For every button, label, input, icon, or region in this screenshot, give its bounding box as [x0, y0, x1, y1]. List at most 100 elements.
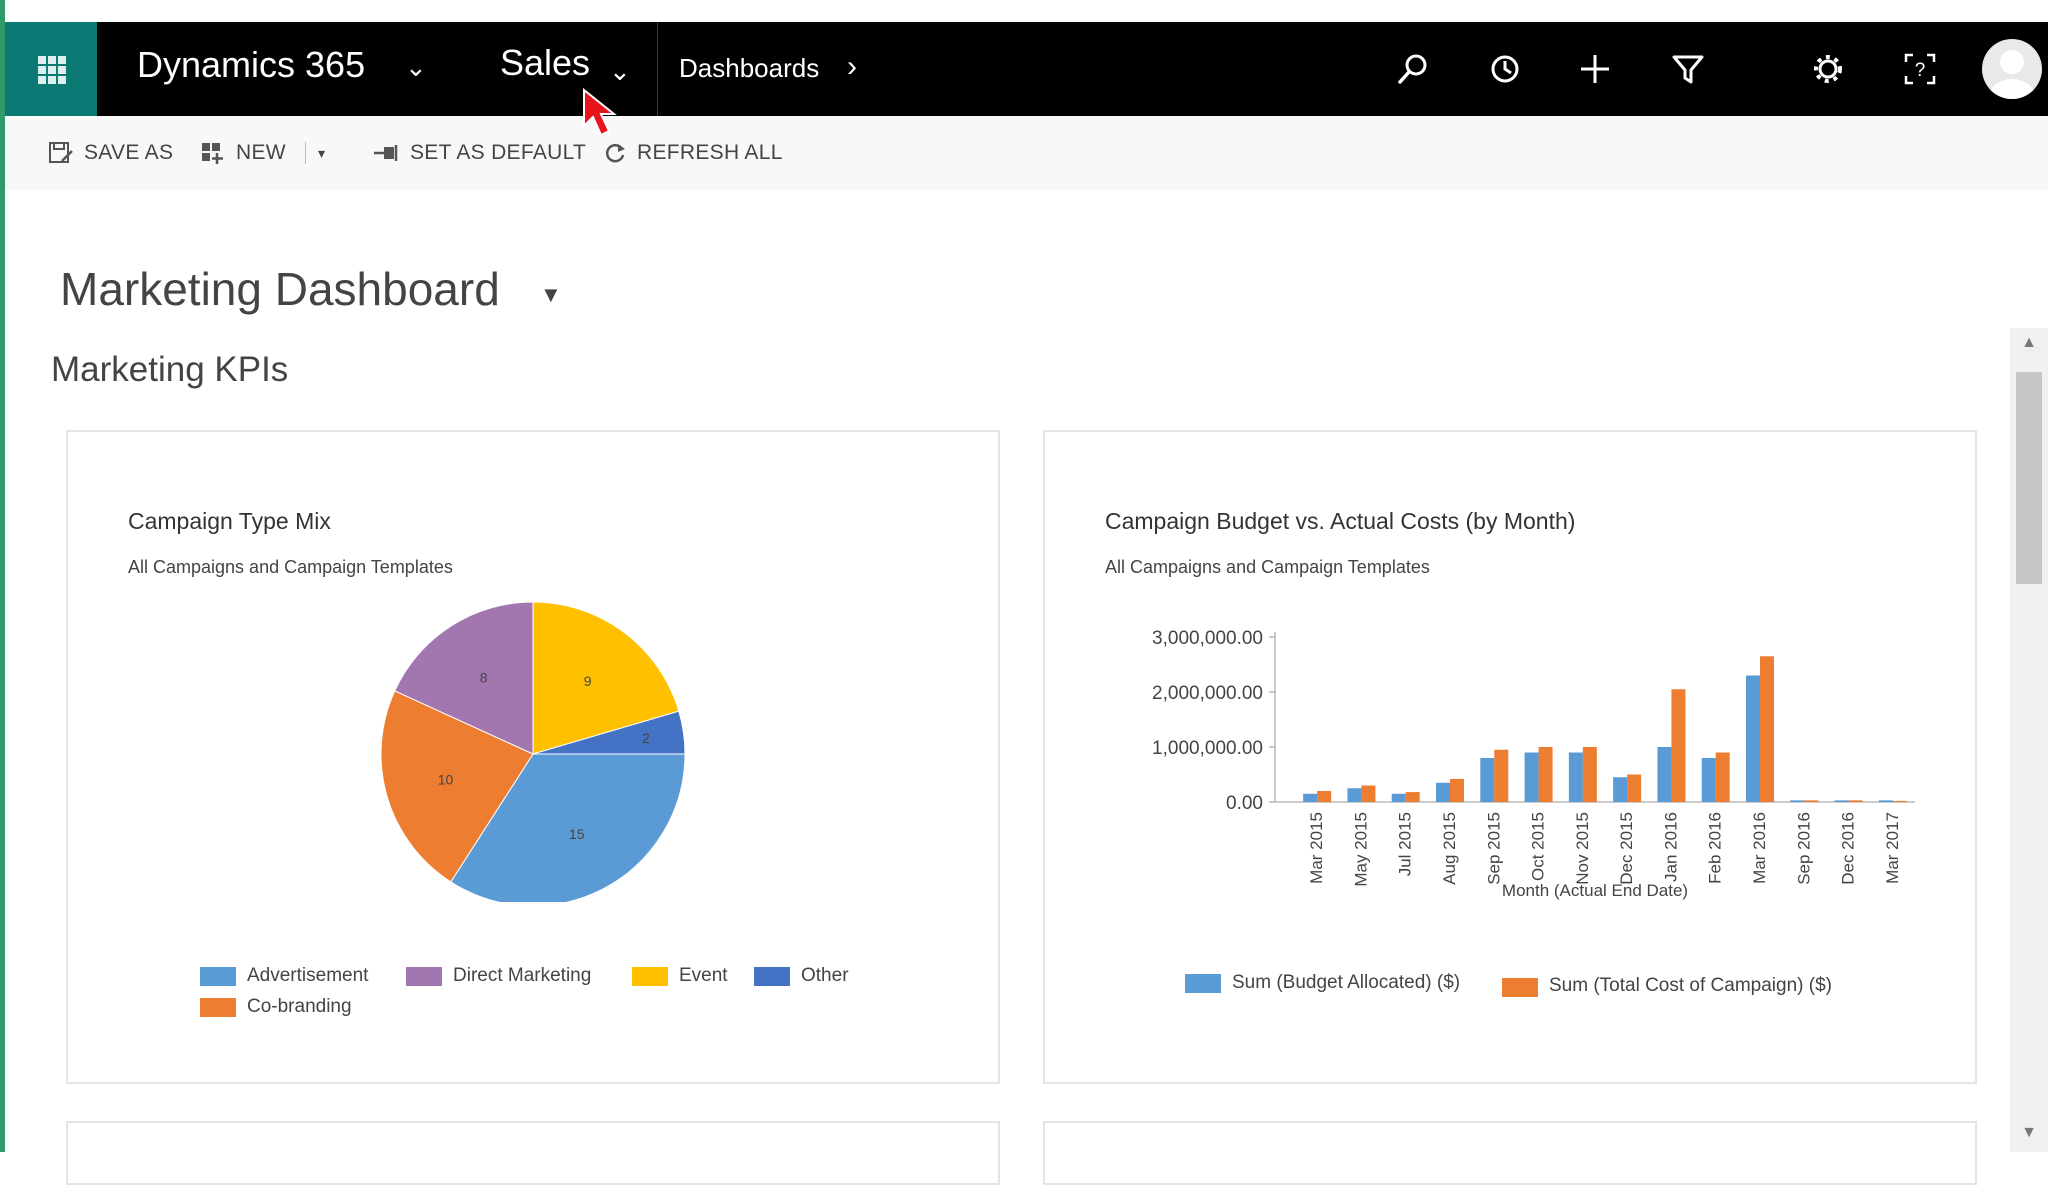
pie-slice-direct-marketing[interactable]: [394, 602, 534, 755]
bar-actual-dec-2015[interactable]: [1627, 774, 1642, 803]
bar-budget-dec-2016[interactable]: [1834, 800, 1849, 802]
bar-budget-jan-2016[interactable]: [1657, 747, 1672, 802]
command-separator: [305, 142, 306, 164]
gear-icon[interactable]: [1805, 46, 1851, 92]
x-tick-label: Aug 2015: [1440, 812, 1459, 885]
bar-actual-mar-2017[interactable]: [1892, 800, 1907, 802]
legend-label: Advertisement: [247, 965, 369, 986]
bar-budget-sep-2015[interactable]: [1480, 758, 1495, 802]
help-icon[interactable]: ?: [1897, 46, 1943, 92]
bar-chart[interactable]: 0.00 1,000,000.00 2,000,000.00 3,000,000.00…: [1045, 602, 1975, 902]
user-avatar[interactable]: [1982, 39, 2042, 99]
vertical-scrollbar[interactable]: ▲ ▼: [2010, 328, 2048, 1152]
bar-actual-sep-2016[interactable]: [1804, 800, 1819, 802]
breadcrumb-dashboards[interactable]: Dashboards: [679, 53, 820, 83]
refresh-all-button[interactable]: REFRESH ALL: [603, 116, 783, 190]
x-tick-label: Feb 2016: [1706, 812, 1725, 884]
app-name[interactable]: Sales: [500, 42, 591, 83]
set-as-default-label: SET AS DEFAULT: [410, 141, 587, 164]
bar-actual-may-2015[interactable]: [1361, 785, 1376, 803]
x-tick-label: Mar 2017: [1883, 812, 1902, 884]
chevron-down-icon[interactable]: ▼: [540, 282, 562, 307]
legend-item-budget[interactable]: Sum (Budget Allocated) ($): [1185, 972, 1460, 994]
plus-icon[interactable]: [1572, 46, 1618, 92]
chevron-down-icon[interactable]: ⌄: [609, 56, 631, 86]
pie-slice-event[interactable]: [532, 602, 680, 755]
bar-budget-oct-2015[interactable]: [1524, 752, 1539, 803]
save-as-icon: [48, 141, 74, 165]
x-tick-label: Mar 2015: [1307, 812, 1326, 884]
y-tick-label: 0.00: [1226, 793, 1263, 814]
bar-budget-jul-2015[interactable]: [1391, 793, 1406, 802]
legend-swatch: [754, 966, 790, 986]
top-nav-bar: Dynamics 365 ⌄ Sales ⌄ Dashboards › ?: [5, 22, 2048, 116]
legend-swatch: [200, 966, 236, 986]
legend-swatch: [1502, 978, 1538, 997]
bar-actual-feb-2016[interactable]: [1715, 752, 1730, 803]
bar-budget-feb-2016[interactable]: [1701, 758, 1716, 802]
pie-slice-co-branding[interactable]: [380, 690, 534, 883]
legend-swatch: [406, 966, 442, 986]
chart-subtitle: All Campaigns and Campaign Templates: [1105, 557, 1430, 577]
legend-item-advertisement[interactable]: Advertisement: [200, 965, 368, 987]
x-tick-label: Mar 2016: [1750, 812, 1769, 884]
bar-actual-sep-2015[interactable]: [1494, 749, 1509, 802]
bar-budget-dec-2015[interactable]: [1613, 777, 1628, 802]
set-as-default-button[interactable]: SET AS DEFAULT: [372, 116, 586, 190]
chevron-right-icon[interactable]: ›: [847, 50, 857, 83]
filter-icon[interactable]: [1665, 46, 1711, 92]
scrollbar-thumb[interactable]: [2016, 372, 2042, 584]
bar-budget-sep-2016[interactable]: [1790, 800, 1805, 802]
chevron-down-icon[interactable]: ⌄: [405, 52, 427, 82]
pie-data-label: 2: [642, 730, 650, 746]
bar-actual-aug-2015[interactable]: [1450, 778, 1464, 802]
dashboard-title[interactable]: Marketing Dashboard: [60, 263, 500, 315]
bar-budget-mar-2016[interactable]: [1746, 675, 1760, 803]
dashboard-panel: [66, 1121, 1000, 1185]
command-bar: SAVE AS NEW ▾ SET AS DEFAULT REFRESH ALL: [5, 116, 2048, 190]
y-tick-label: 2,000,000.00: [1152, 683, 1263, 704]
x-tick-label: Dec 2016: [1839, 812, 1858, 885]
app-launcher-button[interactable]: [5, 22, 97, 116]
search-icon[interactable]: [1390, 46, 1436, 92]
legend-item-co-branding[interactable]: Co-branding: [200, 996, 352, 1018]
bar-budget-mar-2015[interactable]: [1303, 793, 1318, 802]
new-button[interactable]: NEW: [200, 116, 286, 190]
legend-label: Co-branding: [247, 996, 352, 1017]
section-title: Marketing KPIs: [51, 350, 289, 389]
y-tick-label: 3,000,000.00: [1152, 628, 1263, 649]
bar-actual-jan-2016[interactable]: [1671, 689, 1686, 802]
history-icon[interactable]: [1482, 46, 1528, 92]
waffle-icon: [38, 56, 66, 84]
bar-budget-aug-2015[interactable]: [1436, 782, 1450, 802]
bar-actual-mar-2016[interactable]: [1760, 656, 1774, 802]
scroll-down-icon[interactable]: ▼: [2021, 1124, 2037, 1141]
x-axis-title: Month (Actual End Date): [1502, 881, 1688, 900]
bar-actual-oct-2015[interactable]: [1538, 747, 1553, 802]
bar-budget-may-2015[interactable]: [1347, 788, 1362, 802]
legend-label: Sum (Budget Allocated) ($): [1232, 972, 1461, 993]
chart-title: Campaign Type Mix: [128, 508, 331, 534]
scroll-up-icon[interactable]: ▲: [2021, 334, 2037, 351]
save-as-button[interactable]: SAVE AS: [48, 116, 173, 190]
legend-item-event[interactable]: Event: [632, 965, 728, 987]
new-dropdown-button[interactable]: ▾: [318, 116, 325, 190]
bar-actual-mar-2015[interactable]: [1317, 791, 1332, 802]
chart-subtitle: All Campaigns and Campaign Templates: [128, 557, 453, 577]
pie-chart[interactable]: 9 2 15 10 8: [68, 602, 998, 902]
bar-actual-jul-2015[interactable]: [1405, 792, 1420, 802]
bar-budget-mar-2017[interactable]: [1878, 800, 1893, 802]
x-tick-label: Sep 2015: [1484, 812, 1503, 885]
x-tick-label: Nov 2015: [1573, 812, 1592, 885]
bar-actual-dec-2016[interactable]: [1848, 800, 1863, 802]
bar-budget-nov-2015[interactable]: [1568, 752, 1583, 803]
legend-item-actual[interactable]: Sum (Total Cost of Campaign) ($): [1502, 972, 1849, 1000]
campaign-type-mix-panel: Campaign Type Mix All Campaigns and Camp…: [66, 430, 1000, 1084]
x-tick-label: Sep 2016: [1794, 812, 1813, 885]
new-dashboard-icon: [200, 141, 226, 165]
legend-item-other[interactable]: Other: [754, 965, 849, 987]
bar-actual-nov-2015[interactable]: [1582, 747, 1597, 802]
dashboard-panel: [1043, 1121, 1977, 1185]
brand-title[interactable]: Dynamics 365: [137, 44, 366, 85]
legend-item-direct-marketing[interactable]: Direct Marketing: [406, 965, 591, 987]
